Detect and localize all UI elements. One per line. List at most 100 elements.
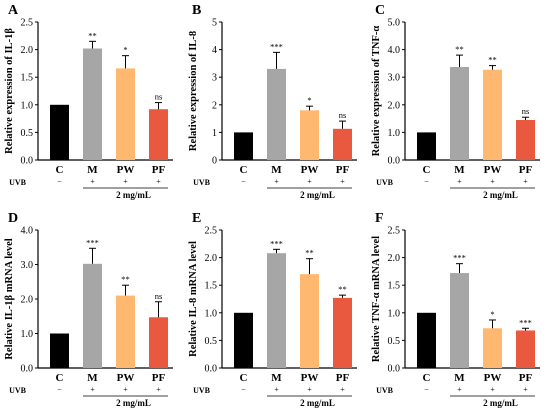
y-tick-label: 1.5 <box>205 281 218 292</box>
y-tick-label: 1 <box>212 128 217 139</box>
y-tick-label: 1.0 <box>388 308 401 319</box>
category-label: M <box>271 372 282 384</box>
significance-label: ** <box>88 30 97 40</box>
bar-pw <box>116 295 135 368</box>
uvb-sign: + <box>490 177 495 186</box>
y-axis-label: Relative expression of IL-8 <box>188 31 199 151</box>
bar-pw <box>300 110 319 160</box>
category-label: PF <box>519 164 533 176</box>
bar-c <box>234 132 253 160</box>
y-tick-label: 0.0 <box>388 364 401 375</box>
y-tick-label: 0.0 <box>388 156 401 167</box>
category-label: PW <box>301 164 319 176</box>
y-tick-label: 2.5 <box>205 226 218 237</box>
y-tick-label: 1.5 <box>388 281 401 292</box>
uvb-label: UVB <box>376 386 394 395</box>
bar-pf <box>149 109 168 160</box>
y-axis-label: Relative TNF-α mRNA level <box>371 236 382 362</box>
panel-letter: C <box>375 3 385 18</box>
y-tick-label: 0.0 <box>21 364 34 375</box>
category-label: C <box>56 372 64 384</box>
y-tick-label: 3.0 <box>388 73 401 84</box>
bar-c <box>417 132 436 160</box>
bar-c <box>234 312 253 368</box>
uvb-sign: + <box>523 177 528 186</box>
uvb-sign: − <box>424 385 429 394</box>
bar-m <box>83 263 102 368</box>
uvb-sign: + <box>490 385 495 394</box>
panel-letter: F <box>375 211 384 226</box>
uvb-sign: − <box>424 177 429 186</box>
uvb-sign: + <box>274 385 279 394</box>
bar-m <box>267 253 286 368</box>
concentration-label: 2 mg/mL <box>300 190 335 200</box>
y-tick-label: 2.0 <box>205 253 218 264</box>
category-label: PW <box>301 372 319 384</box>
category-label: C <box>56 164 64 176</box>
panel-letter: B <box>192 3 201 18</box>
y-axis-label: Relative expression of TNF-α <box>371 26 382 157</box>
y-tick-label: 5.0 <box>388 18 401 29</box>
uvb-sign: + <box>123 385 128 394</box>
uvb-sign: − <box>57 177 62 186</box>
panel-e: E Relative IL-8 mRNA level 0.0 0.5 1.0 1.5 2.0… <box>188 211 357 408</box>
y-axis-label: Relative IL-1β mRNA level <box>4 238 15 359</box>
significance-label: *** <box>86 237 99 247</box>
y-tick-label: 1.0 <box>21 329 34 340</box>
y-tick-label: 5 <box>212 18 217 29</box>
bar-pw <box>300 274 319 368</box>
category-label: PF <box>152 372 166 384</box>
y-tick-label: 4.0 <box>388 45 401 56</box>
category-label: C <box>423 372 431 384</box>
bar-m <box>83 48 102 160</box>
bar-pf <box>516 330 535 368</box>
bar-pf <box>333 297 352 368</box>
significance-label: ** <box>455 44 464 54</box>
bar-pf <box>333 128 352 160</box>
significance-label: ns <box>522 106 530 116</box>
uvb-sign: + <box>340 177 345 186</box>
y-tick-label: 3 <box>212 73 217 84</box>
bar-pw <box>116 68 135 160</box>
significance-label: ns <box>155 92 163 102</box>
bar-c <box>50 333 69 368</box>
category-label: C <box>240 372 248 384</box>
significance-label: ** <box>305 248 314 258</box>
panel-letter: D <box>8 211 18 226</box>
category-label: M <box>454 372 465 384</box>
bar-pw <box>483 328 502 368</box>
uvb-label: UVB <box>9 386 27 395</box>
category-label: PF <box>519 372 533 384</box>
category-label: PW <box>484 372 502 384</box>
significance-label: ** <box>121 274 130 284</box>
y-tick-label: 2.0 <box>388 253 401 264</box>
uvb-sign: + <box>156 385 161 394</box>
significance-label: *** <box>270 238 283 248</box>
panel-d: D Relative IL-1β mRNA level 0.0 1.0 2.0 3.0 4.… <box>4 211 173 408</box>
concentration-label: 2 mg/mL <box>483 190 518 200</box>
significance-label: ** <box>488 55 497 65</box>
uvb-label: UVB <box>193 178 211 187</box>
bar-m <box>450 66 469 160</box>
y-axis-label: Relative IL-8 mRNA level <box>188 241 199 357</box>
significance-label: * <box>307 95 311 105</box>
concentration-label: 2 mg/mL <box>483 398 518 408</box>
bar-pw <box>483 69 502 160</box>
uvb-sign: + <box>90 177 95 186</box>
significance-label: ns <box>339 110 347 120</box>
uvb-sign: − <box>57 385 62 394</box>
y-tick-label: 0.0 <box>21 156 34 167</box>
concentration-label: 2 mg/mL <box>116 190 151 200</box>
y-tick-label: 0.0 <box>205 364 218 375</box>
panel-letter: E <box>192 211 201 226</box>
y-tick-label: 0 <box>212 156 217 167</box>
uvb-sign: + <box>457 385 462 394</box>
uvb-sign: − <box>241 385 246 394</box>
uvb-sign: + <box>457 177 462 186</box>
panel-a: A Relative expression of IL-1β 0.0 0.5 1.0 1.… <box>4 3 173 200</box>
significance-label: *** <box>270 41 283 51</box>
y-tick-label: 1.0 <box>388 128 401 139</box>
y-tick-label: 3.0 <box>21 260 34 271</box>
category-label: M <box>87 372 98 384</box>
